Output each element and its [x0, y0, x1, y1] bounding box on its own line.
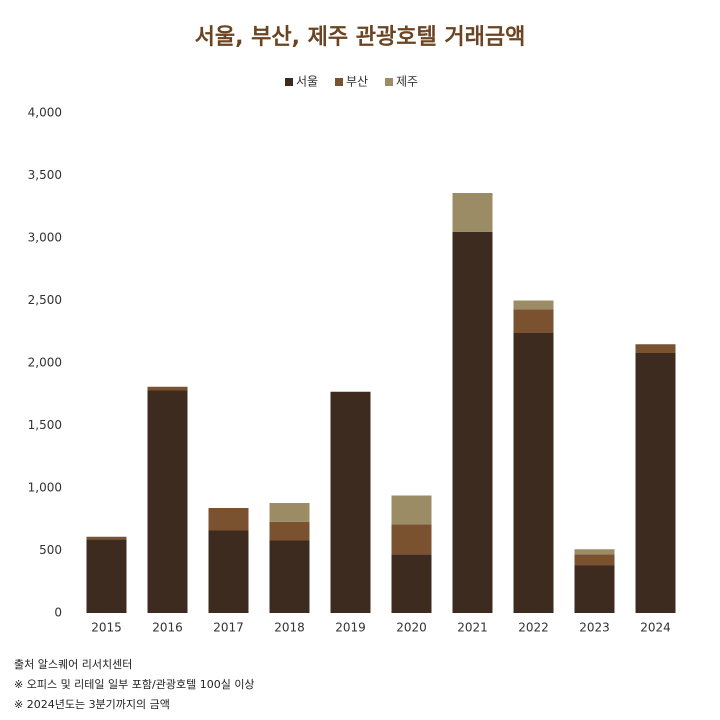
y-tick-label: 3,000: [28, 231, 62, 245]
x-tick-label: 2024: [640, 621, 671, 635]
legend-label: 부산: [346, 75, 368, 89]
legend-swatch: [335, 78, 343, 86]
bar-segment: [452, 231, 493, 613]
x-tick-label: 2019: [335, 621, 366, 635]
bar-segment: [635, 344, 676, 353]
note: ※ 오피스 및 리테일 일부 포함/관광호텔 100실 이상: [14, 677, 255, 691]
y-tick-label: 500: [39, 543, 62, 557]
bar-segment: [269, 540, 310, 613]
legend-label: 서울: [296, 75, 318, 89]
bar-segment: [513, 333, 554, 613]
bar-segment: [86, 536, 127, 540]
bar-segment: [391, 495, 432, 525]
note: 출처 알스퀘어 리서치센터: [14, 657, 132, 671]
x-tick-label: 2018: [274, 621, 305, 635]
bar-segment: [208, 530, 249, 613]
bar-segment: [513, 309, 554, 333]
legend-label: 제주: [396, 75, 418, 89]
bar-segment: [391, 554, 432, 613]
bar-segment: [513, 300, 554, 310]
bar-segment: [269, 521, 310, 541]
bar-segment: [574, 549, 615, 555]
x-tick-label: 2023: [579, 621, 610, 635]
x-tick-label: 2021: [457, 621, 488, 635]
y-tick-label: 2,500: [28, 293, 62, 307]
y-tick-label: 1,500: [28, 418, 62, 432]
x-tick-label: 2015: [91, 621, 122, 635]
x-tick-label: 2017: [213, 621, 244, 635]
x-tick-label: 2022: [518, 621, 549, 635]
y-tick-label: 2,000: [28, 356, 62, 370]
bar-segment: [635, 353, 676, 613]
x-tick-label: 2016: [152, 621, 183, 635]
bar-segment: [147, 386, 188, 391]
y-tick-label: 1,000: [28, 481, 62, 495]
y-tick-label: 3,500: [28, 168, 62, 182]
chart-title: 서울, 부산, 제주 관광호텔 거래금액: [195, 25, 526, 50]
note: ※ 2024년도는 3분기까지의 금액: [14, 698, 170, 711]
legend-swatch: [385, 78, 393, 86]
bar-segment: [452, 193, 493, 232]
bar-segment: [86, 539, 127, 613]
bar-segment: [269, 503, 310, 522]
y-tick-label: 4,000: [28, 106, 62, 120]
bar-segment: [208, 508, 249, 531]
bar-segment: [147, 390, 188, 613]
y-tick-label: 0: [54, 606, 62, 620]
bar-segment: [574, 554, 615, 566]
legend-swatch: [285, 78, 293, 86]
bar-segment: [391, 524, 432, 555]
x-tick-label: 2020: [396, 621, 427, 635]
bar-segment: [574, 565, 615, 613]
bar-segment: [330, 391, 371, 613]
